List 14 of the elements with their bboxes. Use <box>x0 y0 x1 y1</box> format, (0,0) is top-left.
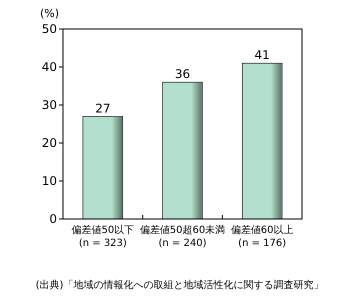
y-axis-title: (%) <box>40 7 59 20</box>
y-tick-label: 50 <box>42 22 57 36</box>
y-tick-label: 0 <box>49 212 57 226</box>
data-label: 41 <box>254 48 270 62</box>
x-tick-label: 偏差値50以下 (n = 323) <box>71 224 134 249</box>
data-label: 36 <box>174 67 190 82</box>
y-tick-label: 40 <box>42 60 57 74</box>
y-tick-label: 30 <box>42 98 57 112</box>
y-tick-label: 10 <box>42 174 57 188</box>
y-tick-label: 20 <box>42 136 57 150</box>
text: (出典)「地域の情報化への取組と地域活性化に関する調査研究」 <box>36 279 324 291</box>
x-tick-label: 偏差値60以上 (n = 176) <box>230 224 294 249</box>
data-label: 27 <box>95 101 110 116</box>
x-tick-label: 偏差値50超60未満 (n = 240) <box>140 224 226 249</box>
